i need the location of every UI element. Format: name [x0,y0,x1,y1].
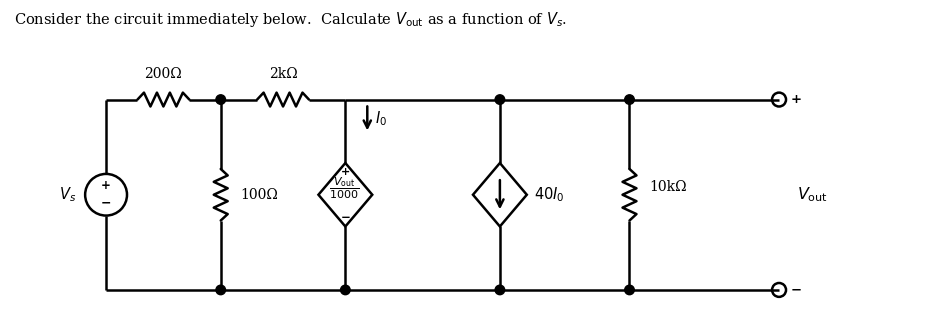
Text: 100Ω: 100Ω [241,188,279,202]
Circle shape [216,95,226,104]
Text: Consider the circuit immediately below.  Calculate $V_{\mathrm{out}}$ as a funct: Consider the circuit immediately below. … [14,10,568,29]
Text: +: + [341,167,350,177]
Text: $I_0$: $I_0$ [375,109,387,128]
Text: −: − [101,197,111,210]
Circle shape [625,285,634,295]
Text: $40I_0$: $40I_0$ [533,186,565,204]
Text: $\dfrac{V_{\mathrm{out}}}{1000}$: $\dfrac{V_{\mathrm{out}}}{1000}$ [330,176,359,201]
Circle shape [625,95,634,104]
Text: 200Ω: 200Ω [144,67,182,81]
Circle shape [341,285,350,295]
Circle shape [495,95,505,104]
Text: $V_{\mathrm{out}}$: $V_{\mathrm{out}}$ [797,186,828,204]
Text: −: − [341,211,350,224]
Text: +: + [791,93,802,106]
Text: 10kΩ: 10kΩ [649,180,687,194]
Text: −: − [791,283,802,296]
Text: 2kΩ: 2kΩ [269,67,297,81]
Text: +: + [101,180,111,192]
Circle shape [216,285,226,295]
Circle shape [495,285,505,295]
Text: $V_s$: $V_s$ [59,186,76,204]
